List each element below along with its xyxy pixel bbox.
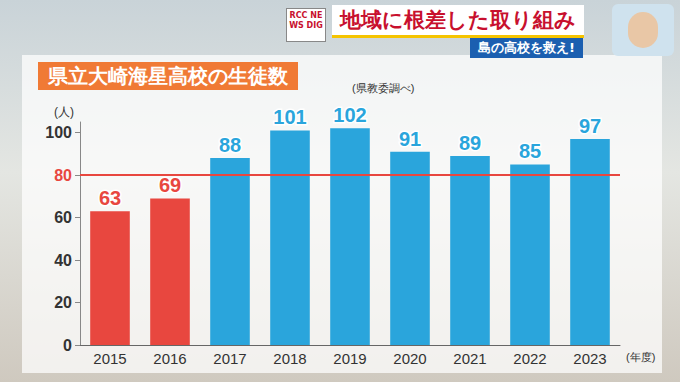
svg-text:2017: 2017 — [213, 350, 246, 367]
svg-text:97: 97 — [579, 115, 601, 137]
svg-text:40: 40 — [54, 252, 72, 269]
svg-text:2016: 2016 — [153, 350, 186, 367]
svg-text:91: 91 — [399, 128, 421, 150]
svg-text:2022: 2022 — [513, 350, 546, 367]
svg-text:89: 89 — [459, 132, 481, 154]
svg-text:88: 88 — [219, 134, 241, 156]
svg-text:2015: 2015 — [93, 350, 126, 367]
svg-text:(県教委調べ): (県教委調べ) — [352, 82, 414, 94]
svg-text:60: 60 — [54, 209, 72, 226]
svg-text:100: 100 — [45, 124, 72, 141]
html-text:島の高校を救え!: 島の高校を救え! — [478, 40, 575, 55]
svg-text:0: 0 — [63, 337, 72, 354]
svg-text:2020: 2020 — [393, 350, 426, 367]
svg-text:(人): (人) — [54, 105, 74, 119]
svg-text:63: 63 — [99, 187, 121, 209]
svg-text:2018: 2018 — [273, 350, 306, 367]
svg-text:2019: 2019 — [333, 350, 366, 367]
svg-text:102: 102 — [333, 104, 366, 126]
svg-text:2023: 2023 — [573, 350, 606, 367]
svg-text:80: 80 — [54, 167, 72, 184]
svg-text:69: 69 — [159, 174, 181, 196]
svg-text:20: 20 — [54, 294, 72, 311]
html-text:地域に根差した取り組み: 地域に根差した取り組み — [340, 8, 576, 32]
svg-text:県立大崎海星高校の生徒数: 県立大崎海星高校の生徒数 — [47, 65, 289, 87]
html-text:RCC NEWS DIG: RCC NEWS DIG — [289, 11, 323, 30]
svg-text:(年度): (年度) — [626, 351, 655, 363]
svg-text:2021: 2021 — [453, 350, 486, 367]
svg-text:101: 101 — [273, 106, 306, 128]
svg-text:85: 85 — [519, 140, 541, 162]
